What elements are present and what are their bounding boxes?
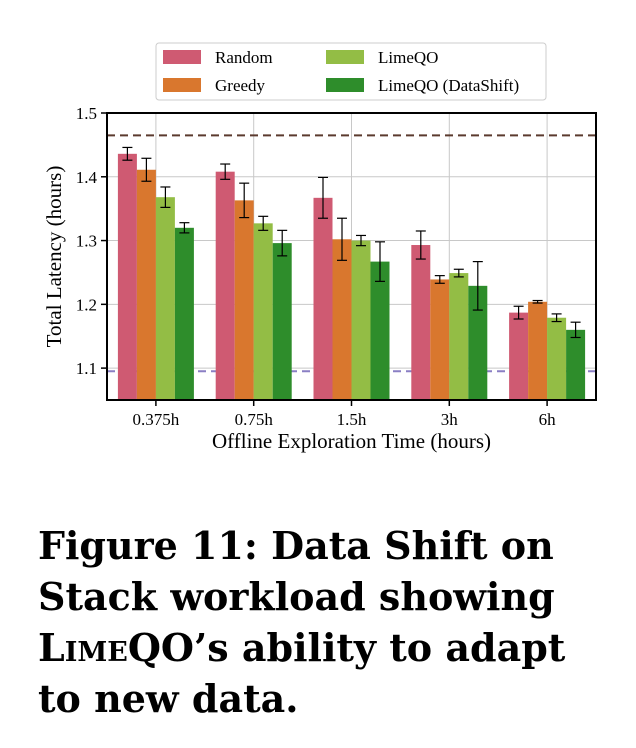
legend-label: LimeQO bbox=[378, 48, 438, 67]
bar bbox=[449, 273, 469, 400]
x-tick-label: 3h bbox=[441, 410, 459, 429]
bar bbox=[509, 312, 529, 400]
bar bbox=[566, 329, 586, 400]
bar bbox=[234, 200, 254, 400]
bar bbox=[332, 239, 352, 400]
y-tick-label: 1.3 bbox=[76, 232, 97, 251]
legend-label: LimeQO (DataShift) bbox=[378, 76, 519, 95]
bars bbox=[117, 153, 586, 400]
caption-prefix: Figure 11: Data Shift on Stack workload … bbox=[38, 523, 555, 619]
legend: Random Greedy LimeQO LimeQO (DataShift) bbox=[155, 42, 547, 101]
legend-swatch bbox=[163, 78, 201, 92]
x-tick-label: 6h bbox=[539, 410, 557, 429]
bar bbox=[136, 169, 156, 400]
bar bbox=[411, 245, 431, 400]
bar bbox=[253, 223, 273, 400]
bar bbox=[468, 285, 488, 400]
bar bbox=[174, 227, 194, 400]
error-bars bbox=[122, 146, 581, 339]
y-tick-label: 1.4 bbox=[76, 168, 98, 187]
legend-swatch bbox=[163, 50, 201, 64]
bar bbox=[117, 153, 137, 400]
x-ticks: 0.375h 0.75h 1.5h 3h 6h bbox=[133, 400, 557, 429]
y-axis-label: Total Latency (hours) bbox=[42, 166, 66, 348]
figure-caption: Figure 11: Data Shift on Stack workload … bbox=[38, 520, 618, 724]
x-tick-label: 0.375h bbox=[133, 410, 180, 429]
x-tick-label: 0.75h bbox=[235, 410, 274, 429]
bar bbox=[547, 317, 567, 400]
y-ticks: 1.1 1.2 1.3 1.4 1.5 bbox=[76, 104, 107, 378]
caption-suffix: ’s ability to adapt to new data. bbox=[38, 625, 566, 721]
legend-box bbox=[155, 42, 547, 101]
bar bbox=[430, 279, 450, 400]
bar bbox=[351, 240, 371, 400]
caption-system-name: LimeQO bbox=[38, 625, 195, 670]
bar bbox=[370, 261, 390, 400]
legend-label: Random bbox=[215, 48, 273, 67]
y-tick-label: 1.2 bbox=[76, 295, 97, 314]
legend-swatch bbox=[326, 50, 364, 64]
bar bbox=[528, 301, 548, 400]
legend-label: Greedy bbox=[215, 76, 266, 95]
bar bbox=[215, 171, 235, 400]
bar bbox=[272, 243, 292, 400]
y-tick-label: 1.5 bbox=[76, 104, 97, 123]
x-tick-label: 1.5h bbox=[337, 410, 367, 429]
bar bbox=[155, 197, 175, 400]
x-axis-label: Offline Exploration Time (hours) bbox=[212, 429, 491, 453]
legend-swatch bbox=[326, 78, 364, 92]
bar bbox=[313, 197, 333, 400]
chart: 1.1 1.2 1.3 1.4 1.5 0.375h 0.75h 1.5h 3h 6h Offl… bbox=[42, 42, 597, 453]
y-tick-label: 1.1 bbox=[76, 359, 97, 378]
